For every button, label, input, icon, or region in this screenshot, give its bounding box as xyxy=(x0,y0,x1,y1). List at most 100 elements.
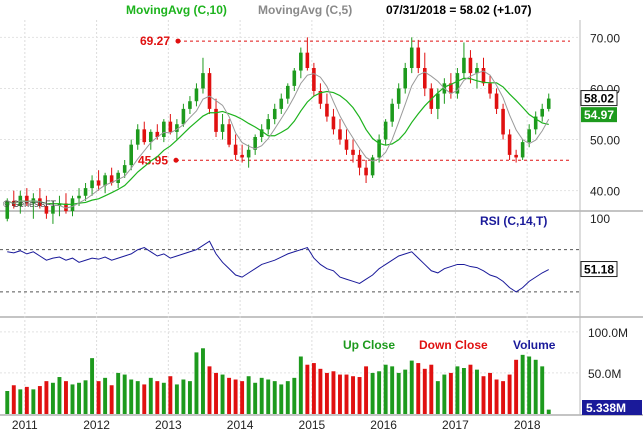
volume-bar xyxy=(161,382,166,414)
volume-bar xyxy=(514,359,519,414)
candle-body xyxy=(51,206,55,214)
candle-body xyxy=(83,188,88,196)
volume-bar xyxy=(351,376,355,414)
volume-bar xyxy=(338,374,342,414)
price-tick-label: 70.00 xyxy=(590,31,620,45)
volume-bar xyxy=(311,363,316,414)
candle-body xyxy=(135,129,140,145)
volume-bar xyxy=(383,364,388,414)
candle-body xyxy=(116,172,120,183)
candle-body xyxy=(122,165,127,173)
volume-bar xyxy=(253,382,258,414)
volume-bar xyxy=(168,376,173,414)
candle-body xyxy=(292,70,297,86)
moving-averages xyxy=(7,70,550,209)
volume-bar xyxy=(194,352,199,414)
volume-bar xyxy=(344,374,349,414)
candle-body xyxy=(201,73,205,89)
volume-bar xyxy=(201,348,205,414)
volume-bar xyxy=(18,389,23,414)
volume-bar xyxy=(331,371,336,414)
reference-lines: 69.27 45.95 xyxy=(138,34,570,167)
candle-body xyxy=(272,108,277,120)
ma-value-label: 54.97 xyxy=(584,108,614,122)
candle-body xyxy=(220,124,225,132)
candle-body xyxy=(259,129,264,137)
candle-body xyxy=(449,83,453,94)
support-label: 45.95 xyxy=(138,153,168,167)
candle-body xyxy=(227,124,231,145)
candle-body xyxy=(364,167,368,176)
volume-bar xyxy=(31,389,36,414)
volume-bar xyxy=(220,374,225,414)
candle-body xyxy=(142,129,147,143)
x-tick-label: 2018 xyxy=(514,418,541,431)
candle-body xyxy=(488,83,492,94)
volume-bar xyxy=(57,377,62,414)
candle-body xyxy=(436,93,440,109)
volume-bar xyxy=(461,368,466,414)
x-tick-label: 2012 xyxy=(83,418,110,431)
ma5-line xyxy=(7,70,550,209)
price-tick-label: 50.00 xyxy=(590,134,620,148)
rsi-tick-label: 100 xyxy=(590,212,610,226)
volume-bar xyxy=(279,384,284,414)
volume-bar xyxy=(207,366,212,414)
volume-bar xyxy=(214,372,218,414)
volume-bar xyxy=(11,385,16,414)
candle-body xyxy=(5,200,10,219)
candle-body xyxy=(455,73,460,94)
candle-body xyxy=(383,121,388,140)
candle-body xyxy=(129,144,134,166)
watermark: © GenesisFT xyxy=(3,199,57,209)
candle-body xyxy=(305,52,310,68)
candle-body xyxy=(96,180,101,186)
candle-body xyxy=(351,149,355,155)
volume-bar xyxy=(488,372,492,414)
candle-body xyxy=(344,139,349,150)
volume-bar xyxy=(475,369,479,414)
candle-body xyxy=(103,175,107,186)
volume-last-tag xyxy=(582,400,642,415)
x-tick-label: 2016 xyxy=(370,418,397,431)
x-tick-label: 2017 xyxy=(442,418,469,431)
candle-body xyxy=(64,203,68,212)
resistance-label: 69.27 xyxy=(140,34,170,48)
candle-body xyxy=(240,154,244,158)
volume-bar xyxy=(357,377,362,414)
volume-bar xyxy=(64,381,68,414)
volume-bar xyxy=(272,381,277,414)
volume-bar xyxy=(227,377,232,414)
x-tick-label: 2011 xyxy=(12,418,38,431)
volume-bar xyxy=(142,384,147,414)
volume-bar xyxy=(135,381,140,414)
ma10-header-label: MovingAvg (C,10) xyxy=(126,3,227,17)
rsi-value-label: 51.18 xyxy=(584,263,614,277)
candle-body xyxy=(325,103,329,117)
candle-body xyxy=(148,131,153,143)
candle-body xyxy=(540,108,545,117)
candle-body xyxy=(520,142,525,158)
candle-body xyxy=(266,119,271,130)
volume-bar xyxy=(50,382,55,414)
volume-bar xyxy=(318,368,323,414)
volume-bar xyxy=(540,366,545,414)
last-price-tag xyxy=(580,90,618,107)
rsi-value-tag xyxy=(580,261,618,278)
volume-bar xyxy=(109,385,114,414)
candle-body xyxy=(57,203,62,206)
candle-body xyxy=(162,121,166,137)
volume-bar xyxy=(377,371,382,414)
candle-body xyxy=(181,108,186,125)
candle-body xyxy=(338,129,342,140)
candle-body xyxy=(494,93,499,109)
candle-body xyxy=(109,175,114,183)
candle-body xyxy=(422,68,427,89)
volume-bar xyxy=(77,382,81,414)
price-candles xyxy=(5,37,551,224)
volume-bar xyxy=(364,366,369,414)
volume-bar xyxy=(70,384,75,414)
candle-body xyxy=(331,116,336,130)
volume-bar xyxy=(37,386,42,414)
